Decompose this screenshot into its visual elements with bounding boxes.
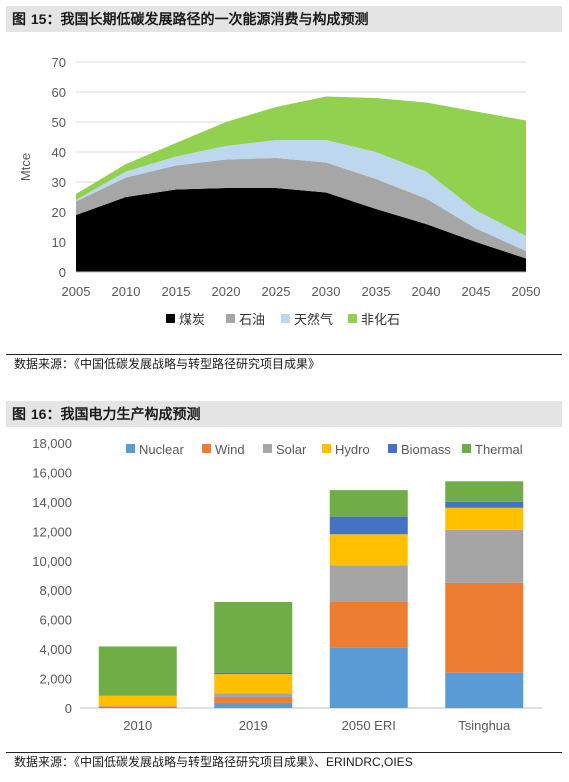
legend-label: Solar [276,442,307,457]
y-tick-label: 6,000 [39,613,72,628]
legend-label: 天然气 [294,312,333,328]
y-tick-label: 0 [59,265,66,280]
bar-segment [214,696,293,703]
legend-label: 煤炭 [179,313,205,328]
y-tick-label: 60 [52,85,66,100]
bar-segment [214,602,293,673]
x-tick-label: 2050 ERI [342,718,396,733]
figure-16-chart: 0 2,000 4,000 6,000 8,000 10,000 12,000 14,000 1… [6,428,562,744]
figure-16-source-text: 数据来源：《中国低碳发展战略与转型路径研究项目成果》、 [14,755,327,769]
bar-segment [445,672,524,708]
legend-label: Nuclear [139,442,184,457]
y-tick-label: 70 [52,55,66,70]
bar-segment [98,706,177,707]
legend-swatch [126,444,135,453]
figure-15-title: 图 15：我国长期低碳发展路径的一次能源消费与构成预测 [6,6,562,32]
figure-15-source: 数据来源：《中国低碳发展战略与转型路径研究项目成果》 [6,354,562,373]
area-series-3 [76,140,526,251]
legend-swatch [281,314,290,323]
y-tick-label: 18,000 [32,436,72,451]
area-series-4 [76,96,526,236]
y-tick-label: 10 [52,235,66,250]
legend-label: Hydro [335,442,370,457]
legend-swatch [226,314,235,323]
bar-segment [329,565,408,602]
y-tick-label: 2,000 [39,672,72,687]
x-tick-label: 2025 [262,284,291,299]
bar-segment [214,693,293,697]
y-tick-label: 12,000 [32,524,72,539]
y-tick-label: 8,000 [39,583,72,598]
legend-swatch [348,314,357,323]
legend-swatch [388,444,397,453]
bar-segment [445,501,524,508]
figure-16-title: 图 16：我国电力生产构成预测 [6,401,562,427]
bar-segment [98,695,177,707]
figure-15-title-text: ：我国长期低碳发展路径的一次能源消费与构成预测 [46,12,369,28]
x-tick-label: 2040 [412,284,441,299]
area-series-2 [76,158,526,259]
y-axis-label: Mtce [18,153,33,181]
bar-segment [214,674,293,694]
legend-swatch [263,444,272,453]
figure-16-title-text: ：我国电力生产构成预测 [46,407,201,423]
y-tick-label: 14,000 [32,495,72,510]
y-tick-label: 0 [65,701,72,716]
legend-label: Biomass [401,442,451,457]
legend-label: 石油 [239,313,265,328]
bar-segment [329,647,408,708]
figure-15-chart: 0 10 20 30 40 50 60 70 2005 2010 2015 2020 2025 2030 2… [6,32,562,352]
figure-16-number: 16 [30,406,47,422]
bar-segment [445,507,524,530]
x-tick-label: 2010 [112,284,141,299]
legend-label: 非化石 [361,313,400,328]
x-tick-label: 2019 [239,718,268,733]
figure-15-number: 15 [30,11,47,27]
bar-segment [214,702,293,708]
x-tick-label: 2005 [62,284,91,299]
legend-label: Thermal [475,442,523,457]
figure-16-label: 图 [12,407,26,423]
figure-15-source-text: 数据来源：《中国低碳发展战略与转型路径研究项目成果》 [14,357,321,371]
bar-segment [445,529,524,583]
bar-segment [329,534,408,566]
figure-15-label: 图 [12,12,26,28]
x-tick-label: 2020 [212,284,241,299]
x-tick-label: 2030 [312,284,341,299]
bar-segment [329,602,408,648]
x-tick-label: 2045 [462,284,491,299]
bar-segment [445,582,524,673]
legend-swatch [202,444,211,453]
x-tick-label: Tsinghua [458,718,511,733]
x-tick-label: 2010 [123,718,152,733]
bar-segment [329,490,408,517]
power-bar-chart: 0 2,000 4,000 6,000 8,000 10,000 12,000 14,000 1… [32,436,542,733]
x-tick-label: 2035 [362,284,391,299]
legend-swatch [166,314,175,323]
bar-segment [98,706,177,708]
y-tick-label: 10,000 [32,554,72,569]
bar-segment [98,646,177,696]
y-tick-label: 4,000 [39,642,72,657]
bar-segment [445,481,524,502]
legend-swatch [462,444,471,453]
area-series-1 [76,188,526,272]
bar-segment [329,516,408,535]
y-tick-label: 50 [52,115,66,130]
figure-16-source: 数据来源：《中国低碳发展战略与转型路径研究项目成果》、ERINDRC,OIES [6,752,562,771]
y-tick-label: 16,000 [32,465,72,480]
x-tick-label: 2050 [512,284,541,299]
legend-label: Wind [215,442,245,457]
legend-swatch [322,444,331,453]
y-tick-label: 20 [52,205,66,220]
y-tick-label: 30 [52,175,66,190]
figure-16-source-orgs: ERINDRC,OIES [326,755,413,769]
y-tick-label: 40 [52,145,66,160]
x-tick-label: 2015 [162,284,191,299]
bar-segment [214,672,293,675]
